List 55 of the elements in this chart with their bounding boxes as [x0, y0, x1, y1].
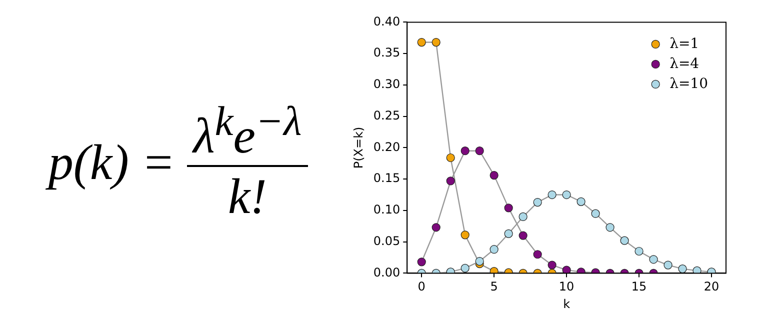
- point: [634, 246, 644, 256]
- point: [446, 152, 455, 162]
- point: [518, 212, 528, 221]
- point: [504, 203, 513, 212]
- point: [548, 260, 556, 269]
- point: [490, 244, 498, 254]
- text: λ$^{k}$e$^{−λ}$: [187, 98, 308, 167]
- x-axis-title: k: [563, 296, 570, 310]
- point: [475, 256, 484, 266]
- point: [562, 265, 571, 273]
- point: [533, 250, 542, 258]
- legend-label: λ=10: [670, 75, 708, 92]
- point: [504, 228, 513, 238]
- point: [446, 176, 455, 185]
- y-tick-label: 0.10: [373, 202, 400, 216]
- x-tick-label: 5: [490, 279, 498, 294]
- point: [678, 264, 687, 273]
- point: [562, 190, 571, 199]
- point: [417, 37, 426, 46]
- point: [490, 266, 498, 273]
- y-axis-title: P(X=k): [351, 126, 366, 168]
- point: [432, 222, 440, 232]
- x-tick-label: 20: [704, 279, 720, 294]
- point: [475, 146, 484, 155]
- point: [533, 197, 542, 206]
- y-tick-label: 0.30: [373, 76, 400, 91]
- point: [460, 263, 470, 272]
- point: [460, 230, 470, 239]
- point: [591, 208, 600, 218]
- point: [576, 196, 586, 206]
- y-tick-label: 0.00: [373, 264, 400, 279]
- point: [518, 230, 528, 240]
- point: [548, 190, 556, 199]
- x-tick-label: 15: [631, 279, 647, 294]
- point: [620, 236, 629, 244]
- point: [460, 146, 470, 155]
- y-tick-label: 0.05: [373, 233, 400, 248]
- text: k!: [228, 166, 267, 225]
- point: [664, 260, 672, 269]
- point: [417, 257, 426, 266]
- point: [432, 37, 440, 46]
- x-tick-label: 10: [558, 279, 574, 294]
- y-tick-label: 0.20: [373, 139, 400, 154]
- y-tick-label: 0.25: [373, 108, 400, 122]
- y-tick-label: 0.35: [373, 45, 400, 60]
- point: [490, 170, 498, 180]
- point: [606, 222, 614, 232]
- point: [649, 254, 658, 264]
- point: [692, 266, 702, 273]
- text: p(k) =: [48, 132, 176, 190]
- legend-label: λ=4: [670, 55, 700, 72]
- y-tick-label: 0.40: [373, 14, 400, 28]
- x-tick-label: 0: [418, 279, 426, 294]
- y-tick-label: 0.15: [373, 170, 400, 185]
- legend-label: λ=1: [670, 35, 700, 52]
